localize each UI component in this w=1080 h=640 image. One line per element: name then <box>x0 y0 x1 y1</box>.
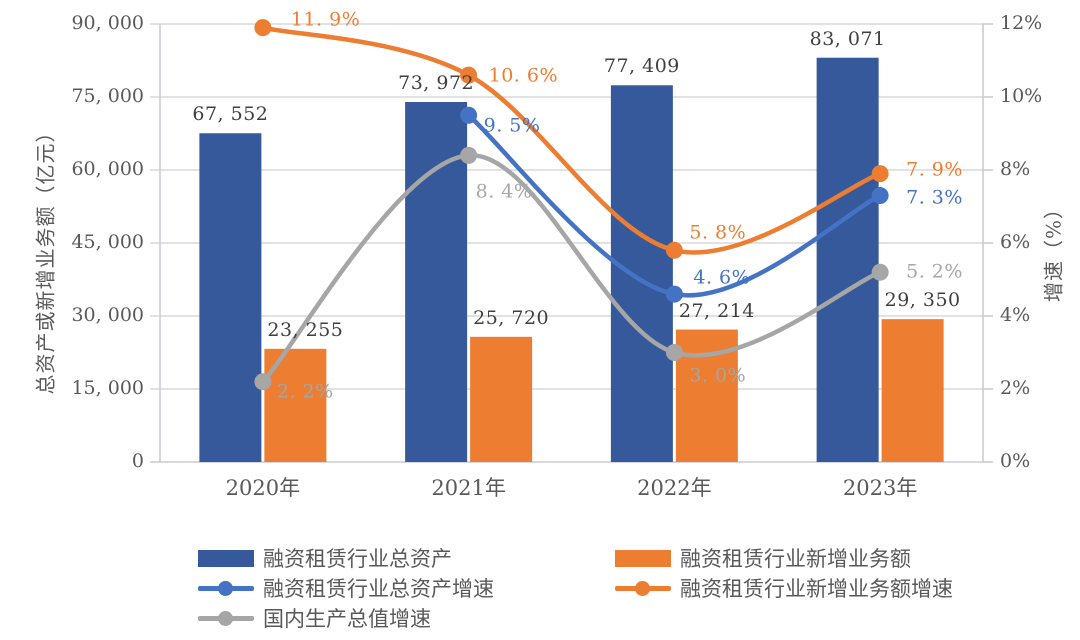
point-total-assets-growth <box>665 285 683 303</box>
point-value-label: 2. 2% <box>276 380 334 403</box>
point-new-business-growth <box>460 66 478 84</box>
bar-value-label: 25, 720 <box>473 306 550 329</box>
bar-value-label: 73, 972 <box>398 72 475 94</box>
y-right-tick-label: 12% <box>1000 12 1043 34</box>
legend-dot-icon <box>635 580 650 596</box>
point-value-label: 9. 5% <box>483 114 541 137</box>
point-value-label: 7. 9% <box>906 158 963 181</box>
y-right-tick-label: 2% <box>1000 377 1031 399</box>
line-gdp-growth <box>260 153 883 384</box>
y-right-tick-label: 0% <box>1000 450 1031 472</box>
bar-new-business-2023年 <box>881 319 944 462</box>
y-left-tick-label: 45, 000 <box>71 231 144 253</box>
legend-line-swatch <box>198 579 254 597</box>
y-left-tick-label: 0 <box>131 450 144 472</box>
legend-label: 融资租赁行业总资产增速 <box>263 577 494 601</box>
point-value-label: 4. 6% <box>693 266 751 289</box>
point-gdp-growth <box>871 263 889 281</box>
bar-value-label: 67, 552 <box>192 103 269 126</box>
x-axis-label: 2023年 <box>842 476 918 500</box>
legend-bar-swatch <box>615 549 671 567</box>
y-left-tick-label: 15, 000 <box>71 377 144 399</box>
legend-item: 国内生产总值增速 <box>198 603 494 633</box>
point-value-label: 3. 0% <box>689 364 747 387</box>
line-new-business-growth <box>260 25 883 255</box>
bar-total-assets-2023年 <box>816 57 879 463</box>
legend-column: 融资租赁行业总资产融资租赁行业总资产增速 国内生产总值增速 <box>198 543 494 633</box>
bar-value-label: 23, 255 <box>267 318 344 341</box>
y-right-tick-label: 8% <box>1000 158 1031 180</box>
legend-label: 国内生产总值增速 <box>263 607 431 631</box>
legend-item: 融资租赁行业新增业务额 <box>615 543 953 573</box>
point-total-assets-growth <box>460 106 478 124</box>
legend-label: 融资租赁行业新增业务额 <box>680 547 911 571</box>
y-right-tick-label: 4% <box>1000 304 1031 326</box>
bar-value-label: 83, 071 <box>809 27 886 50</box>
y-left-tick-label: 60, 000 <box>71 158 144 180</box>
bar-value-label: 27, 214 <box>678 299 755 322</box>
y-left-tick-label: 90, 000 <box>71 12 144 34</box>
y-left-tick-label: 30, 000 <box>71 304 144 326</box>
bar-value-label: 77, 409 <box>603 55 680 78</box>
legend-line-swatch <box>198 609 254 627</box>
legend-item: 融资租赁行业新增业务额增速 <box>615 573 953 603</box>
point-total-assets-growth <box>871 187 889 205</box>
point-new-business-growth <box>871 165 889 183</box>
point-value-label: 5. 2% <box>906 260 963 283</box>
legend-bar-swatch <box>198 549 254 567</box>
y-left-tick-label: 75, 000 <box>71 85 144 107</box>
x-axis-label: 2021年 <box>431 476 506 500</box>
point-value-label: 5. 8% <box>689 221 747 244</box>
legend-line-swatch <box>615 579 671 597</box>
legend-item: 融资租赁行业总资产增速 <box>198 573 494 603</box>
point-value-label: 8. 4% <box>475 180 533 203</box>
left-axis-title: 总资产或新增业务额（亿元） <box>33 121 58 395</box>
legend-dot-icon <box>218 580 233 596</box>
legend-column: 融资租赁行业新增业务额融资租赁行业新增业务额增速 <box>615 543 953 603</box>
point-value-label: 7. 3% <box>906 186 963 209</box>
bar-new-business-2021年 <box>470 336 533 462</box>
legend-item: 融资租赁行业总资产 <box>198 543 494 573</box>
bar-total-assets-2021年 <box>405 102 468 462</box>
bar-total-assets-2020年 <box>199 133 262 462</box>
y-right-tick-label: 10% <box>1000 85 1043 107</box>
x-axis-label: 2022年 <box>637 476 712 500</box>
point-new-business-growth <box>254 19 272 37</box>
point-gdp-growth <box>460 146 478 164</box>
bar-value-label: 29, 350 <box>884 289 961 312</box>
legend-label: 融资租赁行业新增业务额增速 <box>680 577 953 601</box>
y-right-tick-label: 6% <box>1000 231 1031 253</box>
point-new-business-growth <box>665 241 683 259</box>
legend-label: 融资租赁行业总资产 <box>263 547 452 571</box>
point-value-label: 11. 9% <box>290 8 361 31</box>
x-axis-label: 2020年 <box>225 476 301 500</box>
bar-total-assets-2022年 <box>610 85 673 463</box>
point-gdp-growth <box>665 344 683 361</box>
legend-dot-icon <box>218 610 233 626</box>
point-value-label: 10. 6% <box>488 64 559 87</box>
point-gdp-growth <box>254 373 272 391</box>
right-axis-title: 增速（%） <box>1041 197 1066 303</box>
